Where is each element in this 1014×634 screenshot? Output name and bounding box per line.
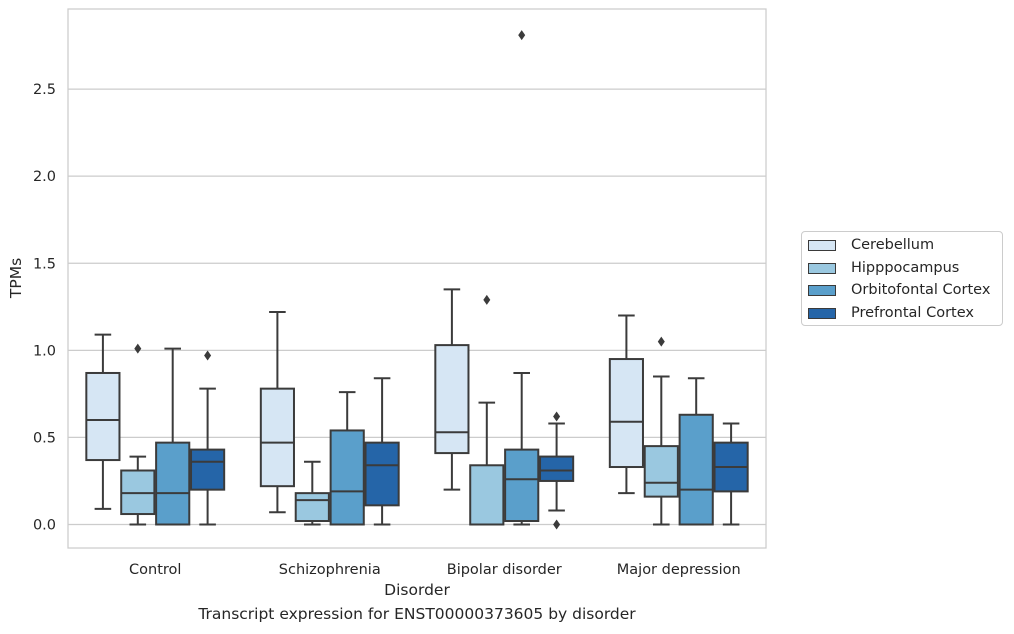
outlier-point [134, 343, 142, 354]
outlier-point [553, 519, 561, 530]
grid-lines [68, 88, 766, 526]
box-control-orbitofontal-cortex [155, 347, 191, 526]
box-control-hipppocampus [120, 343, 156, 526]
legend: Cerebellum Hipppocampus Orbitofontal Cor… [801, 231, 1003, 326]
x-tick-label-schizophrenia: Schizophrenia [279, 562, 381, 578]
outlier-point [204, 350, 212, 361]
box-major-depression-cerebellum [608, 314, 644, 495]
box-bipolar-disorder-prefrontal-cortex [539, 411, 575, 530]
x-tick-label-bipolar-disorder: Bipolar disorder [447, 562, 562, 578]
box-iqr [434, 344, 470, 455]
y-tick-label: 0.0 [33, 517, 56, 533]
box-groups [85, 30, 749, 530]
box-major-depression-hipppocampus [643, 336, 679, 526]
box-schizophrenia-cerebellum [259, 311, 295, 514]
legend-label-cerebellum: Cerebellum [851, 237, 935, 253]
legend-item-hippocampus: Hipppocampus [808, 257, 959, 279]
box-iqr [329, 429, 365, 526]
box-iqr [469, 464, 505, 526]
box-iqr [539, 455, 575, 482]
y-tick-label: 1.0 [33, 343, 56, 359]
box-control-cerebellum [85, 333, 121, 510]
outlier-point [657, 336, 665, 347]
y-tick-label: 0.5 [33, 430, 56, 446]
y-axis-label: TPMs [7, 258, 25, 299]
x-tick-labels: Control Schizophrenia Bipolar disorder Majo… [129, 562, 741, 578]
box-iqr [294, 492, 330, 523]
box-schizophrenia-prefrontal-cortex [364, 377, 400, 526]
legend-label-prefrontal-cortex: Prefrontal Cortex [851, 305, 974, 321]
y-tick-label: 2.0 [33, 169, 56, 185]
box-schizophrenia-hipppocampus [294, 460, 330, 526]
legend-swatch-orbitofrontal-cortex [808, 284, 836, 296]
legend-swatch-cerebellum [808, 239, 836, 251]
x-tick-label-major-depression: Major depression [617, 562, 741, 578]
outlier-point [483, 294, 491, 305]
box-bipolar-disorder-hipppocampus [469, 294, 505, 526]
outlier-point [518, 30, 526, 41]
box-bipolar-disorder-orbitofontal-cortex [504, 30, 540, 526]
box-bipolar-disorder-cerebellum [434, 288, 470, 491]
x-axis-label: Disorder [384, 581, 450, 599]
y-tick-label: 1.5 [33, 256, 56, 272]
box-major-depression-prefrontal-cortex [713, 422, 749, 526]
box-iqr [643, 445, 679, 498]
legend-swatch-prefrontal-cortex [808, 307, 836, 319]
chart-caption: Transcript expression for ENST0000037360… [198, 605, 636, 623]
legend-item-cerebellum: Cerebellum [808, 234, 934, 256]
box-iqr [364, 441, 400, 507]
box-iqr [678, 413, 714, 526]
legend-swatch-hippocampus [808, 262, 836, 274]
y-tick-labels: 0.0 0.5 1.0 1.5 2.0 2.5 [33, 82, 56, 533]
box-schizophrenia-orbitofontal-cortex [329, 391, 365, 526]
legend-item-orbitofrontal-cortex: Orbitofontal Cortex [808, 279, 990, 301]
box-control-prefrontal-cortex [190, 350, 226, 526]
x-tick-label-control: Control [129, 562, 181, 578]
legend-label-hippocampus: Hipppocampus [851, 260, 960, 276]
box-iqr [85, 371, 121, 462]
box-iqr [504, 448, 540, 523]
legend-label-orbitofrontal-cortex: Orbitofontal Cortex [851, 282, 991, 298]
outlier-point [553, 411, 561, 422]
box-iqr [155, 441, 191, 526]
box-iqr [259, 387, 295, 488]
legend-item-prefrontal-cortex: Prefrontal Cortex [808, 302, 974, 324]
box-iqr [190, 448, 226, 491]
y-tick-label: 2.5 [33, 82, 56, 98]
box-major-depression-orbitofontal-cortex [678, 377, 714, 526]
plot-frame [67, 8, 767, 549]
box-iqr [608, 358, 644, 469]
